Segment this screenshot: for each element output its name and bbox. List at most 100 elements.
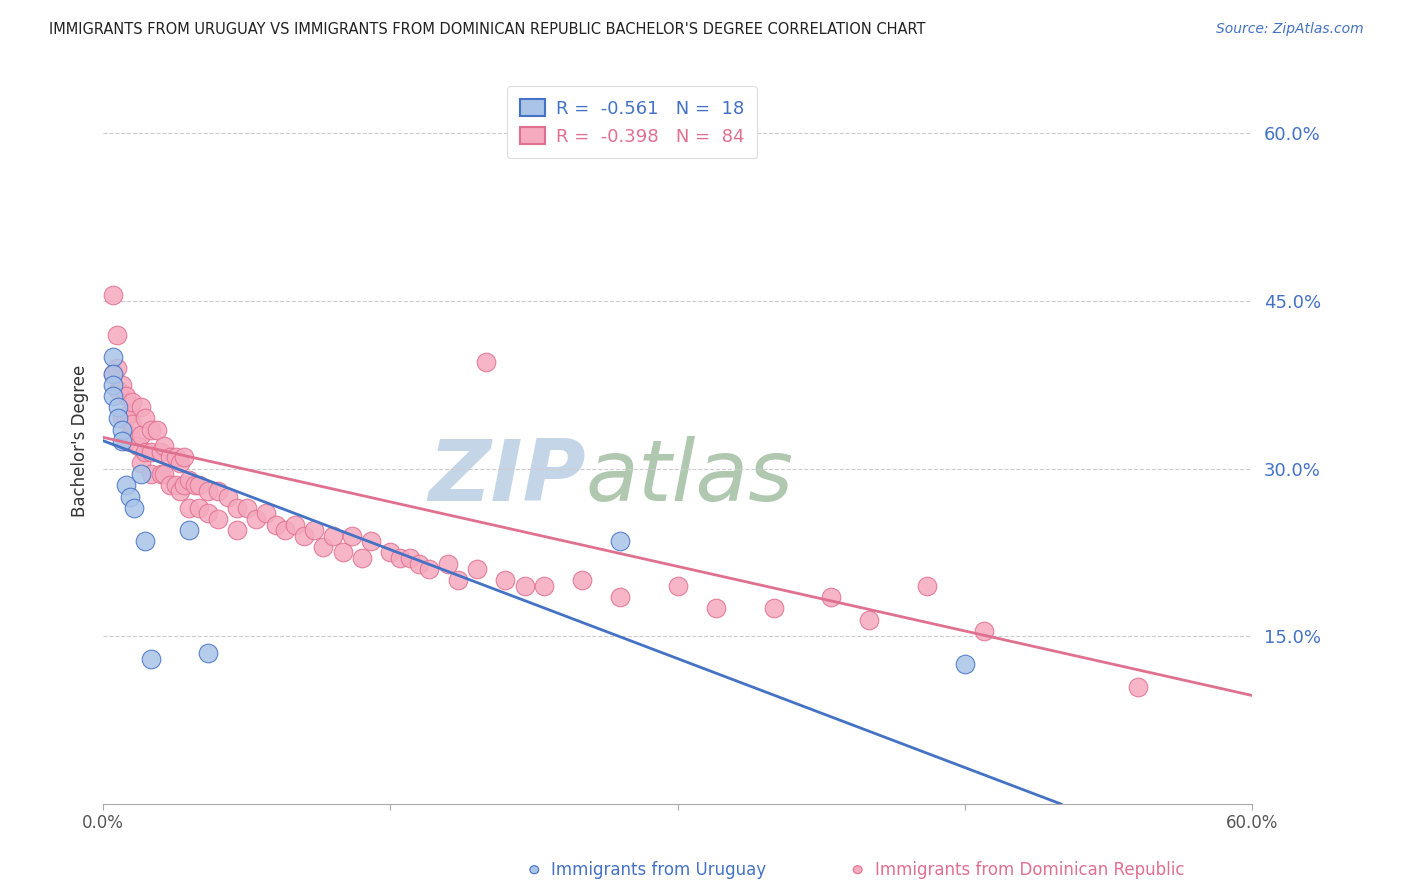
Point xyxy=(389,551,412,566)
Point xyxy=(274,523,297,537)
Point xyxy=(179,473,201,487)
Point xyxy=(179,523,201,537)
Point xyxy=(122,500,145,515)
Y-axis label: Bachelor's Degree: Bachelor's Degree xyxy=(72,365,89,516)
Point xyxy=(973,624,995,638)
Point xyxy=(322,529,344,543)
Text: ZIP: ZIP xyxy=(429,435,586,518)
Text: IMMIGRANTS FROM URUGUAY VS IMMIGRANTS FROM DOMINICAN REPUBLIC BACHELOR'S DEGREE : IMMIGRANTS FROM URUGUAY VS IMMIGRANTS FR… xyxy=(49,22,925,37)
Point xyxy=(111,434,134,448)
Point xyxy=(149,445,172,459)
Point xyxy=(131,428,153,442)
Point xyxy=(264,517,287,532)
Point xyxy=(340,529,363,543)
Point xyxy=(398,551,420,566)
Point xyxy=(666,579,689,593)
Point xyxy=(437,557,460,571)
Point xyxy=(115,478,138,492)
Text: Immigrants from Dominican Republic: Immigrants from Dominican Republic xyxy=(875,861,1184,879)
Point xyxy=(173,478,195,492)
Point xyxy=(118,428,141,442)
Point xyxy=(380,545,402,559)
Point xyxy=(494,574,516,588)
Point xyxy=(197,507,219,521)
Point xyxy=(226,500,249,515)
Point xyxy=(101,367,124,381)
Point xyxy=(408,557,430,571)
Point xyxy=(139,445,162,459)
Point xyxy=(284,517,307,532)
Text: Immigrants from Uruguay: Immigrants from Uruguay xyxy=(551,861,766,879)
Point xyxy=(131,467,153,482)
Point xyxy=(115,434,138,448)
Point xyxy=(107,411,129,425)
Point xyxy=(858,613,880,627)
Point xyxy=(115,389,138,403)
Point xyxy=(609,591,631,605)
Point xyxy=(187,478,209,492)
Point xyxy=(134,411,156,425)
Point xyxy=(1126,680,1149,694)
Point xyxy=(609,534,631,549)
Point xyxy=(165,478,187,492)
Point xyxy=(101,367,124,381)
Point xyxy=(139,423,162,437)
Point xyxy=(332,545,354,559)
Point xyxy=(533,579,555,593)
Point xyxy=(197,646,219,660)
Point xyxy=(118,490,141,504)
Point xyxy=(105,361,128,376)
Point xyxy=(127,439,149,453)
Point xyxy=(475,355,498,369)
Text: Source: ZipAtlas.com: Source: ZipAtlas.com xyxy=(1216,22,1364,37)
Point xyxy=(153,439,176,453)
Point xyxy=(169,456,191,470)
Point xyxy=(139,651,162,665)
Point xyxy=(197,483,219,498)
Point xyxy=(236,500,259,515)
Point xyxy=(915,579,938,593)
Point xyxy=(762,601,785,615)
Point xyxy=(118,406,141,420)
Point xyxy=(513,579,536,593)
Point xyxy=(350,551,373,566)
Point xyxy=(111,377,134,392)
Point xyxy=(245,512,267,526)
Point xyxy=(704,601,727,615)
Point xyxy=(207,483,229,498)
Point xyxy=(184,478,207,492)
Point xyxy=(115,411,138,425)
Point xyxy=(145,423,167,437)
Point xyxy=(173,450,195,465)
Point xyxy=(101,389,124,403)
Point xyxy=(149,467,172,482)
Point xyxy=(121,417,143,431)
Point xyxy=(121,394,143,409)
Point xyxy=(446,574,468,588)
Point xyxy=(101,377,124,392)
Point xyxy=(134,445,156,459)
Point xyxy=(226,523,249,537)
Point xyxy=(159,478,181,492)
Point xyxy=(159,450,181,465)
Point xyxy=(465,562,488,576)
Point xyxy=(953,657,976,672)
Point xyxy=(207,512,229,526)
Point xyxy=(360,534,382,549)
Point xyxy=(131,400,153,414)
Point xyxy=(292,529,315,543)
Point xyxy=(101,350,124,364)
Point xyxy=(107,384,129,398)
Point xyxy=(111,423,134,437)
Point xyxy=(134,534,156,549)
Point xyxy=(217,490,239,504)
Point xyxy=(101,288,124,302)
Text: atlas: atlas xyxy=(586,435,794,518)
Point xyxy=(153,467,176,482)
Point xyxy=(179,500,201,515)
Point xyxy=(820,591,842,605)
Point xyxy=(312,540,335,554)
Point xyxy=(111,411,134,425)
Point xyxy=(571,574,593,588)
Point xyxy=(131,456,153,470)
